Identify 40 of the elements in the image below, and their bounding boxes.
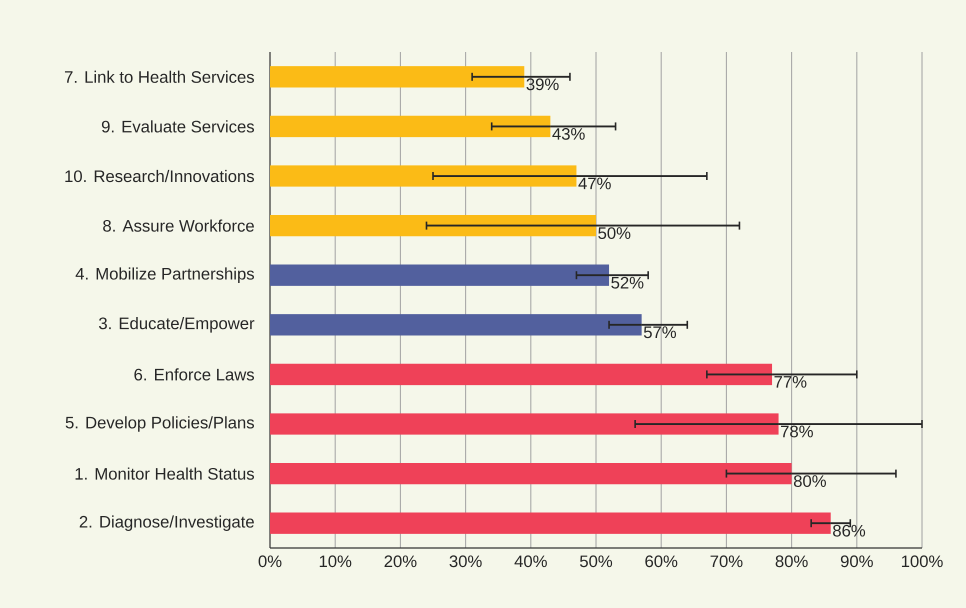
bar bbox=[270, 264, 610, 286]
y-tick-label: 3. Educate/Empower bbox=[99, 317, 254, 333]
bar bbox=[270, 512, 831, 534]
bar bbox=[270, 66, 524, 88]
x-tick-label: 10% bbox=[320, 555, 352, 568]
y-tick-label: 5. Develop Policies/Plans bbox=[66, 416, 254, 432]
bar bbox=[270, 165, 576, 187]
x-tick-label: 20% bbox=[384, 555, 416, 568]
bar bbox=[270, 413, 779, 435]
bar bbox=[270, 462, 792, 484]
y-tick-label: 8. Assure Workforce bbox=[103, 219, 254, 232]
x-tick-label: 0% bbox=[258, 555, 282, 568]
bar bbox=[270, 364, 772, 386]
x-tick-label: 100% bbox=[902, 555, 943, 568]
x-tick-label: 40% bbox=[514, 555, 547, 568]
x-tick-label: 80% bbox=[776, 555, 808, 568]
x-tick-label: 90% bbox=[840, 555, 873, 568]
data-label: 80% bbox=[794, 475, 826, 488]
bar bbox=[270, 314, 642, 336]
x-tick-label: 70% bbox=[710, 555, 742, 568]
data-label: 77% bbox=[774, 376, 806, 388]
bar bbox=[270, 116, 550, 138]
data-label: 86% bbox=[833, 524, 866, 537]
data-label: 43% bbox=[552, 128, 585, 140]
data-label: 50% bbox=[598, 227, 630, 240]
y-tick-label: 6. Enforce Laws bbox=[134, 368, 254, 381]
y-tick-label: 10. Research/Innovations bbox=[65, 170, 254, 182]
x-tick-label: 60% bbox=[645, 555, 678, 568]
x-tick-label: 30% bbox=[450, 555, 482, 568]
data-label: 57% bbox=[644, 326, 676, 338]
data-label: 39% bbox=[526, 78, 559, 90]
y-tick-label: 9. Evaluate Services bbox=[102, 120, 254, 133]
data-label: 52% bbox=[611, 276, 644, 289]
y-tick-label: 1. Monitor Health Status bbox=[76, 467, 254, 480]
y-tick-label: 4. Mobilize Partnerships bbox=[76, 267, 254, 283]
y-tick-label: 7. Link to Health Services bbox=[64, 70, 254, 83]
y-tick-label: 2. Diagnose/Investigate bbox=[80, 515, 254, 531]
x-tick-label: 50% bbox=[580, 555, 612, 568]
data-label: 47% bbox=[578, 178, 611, 190]
data-label: 78% bbox=[781, 426, 813, 438]
